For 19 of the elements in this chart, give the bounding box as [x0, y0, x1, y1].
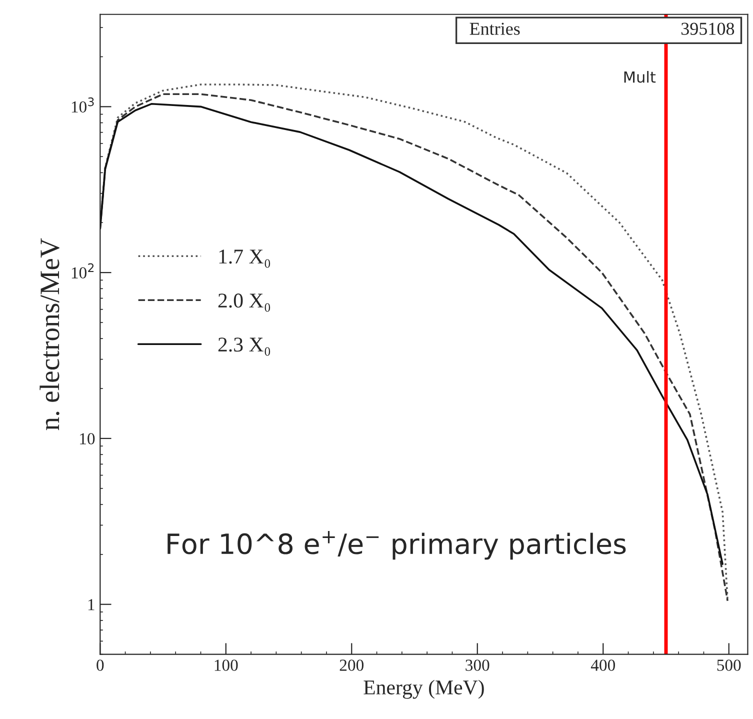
x-axis-title: Energy (MeV) [364, 680, 484, 699]
y-axis-title: n. electrons/MeV [40, 238, 60, 430]
annotation: Entries [470, 22, 520, 35]
ref-line-label: Mult [624, 70, 656, 83]
y-tick-label: 1 [88, 599, 94, 610]
y-tick-label: 10$^{3}$ [72, 97, 94, 113]
x-tick-label: 200 [340, 660, 364, 671]
annotation: For 10^8 e$^{+}$/e$^{−}$ primary particles [168, 531, 626, 560]
legend-label: 2.0 X₀ [218, 294, 270, 312]
x-tick-label: 300 [466, 660, 490, 671]
x-tick-label: 0 [96, 660, 104, 671]
y-tick-label: 10$^{2}$ [72, 263, 94, 278]
y-tick-label: 10 [80, 433, 95, 444]
legend-label: 2.3 X₀ [218, 338, 270, 356]
x-tick-label: 400 [590, 660, 615, 671]
legend-label: 1.7 X₀ [219, 250, 270, 268]
x-tick-label: 500 [717, 660, 741, 671]
annotation: 395108 [681, 22, 734, 35]
x-tick-label: 100 [214, 660, 238, 671]
